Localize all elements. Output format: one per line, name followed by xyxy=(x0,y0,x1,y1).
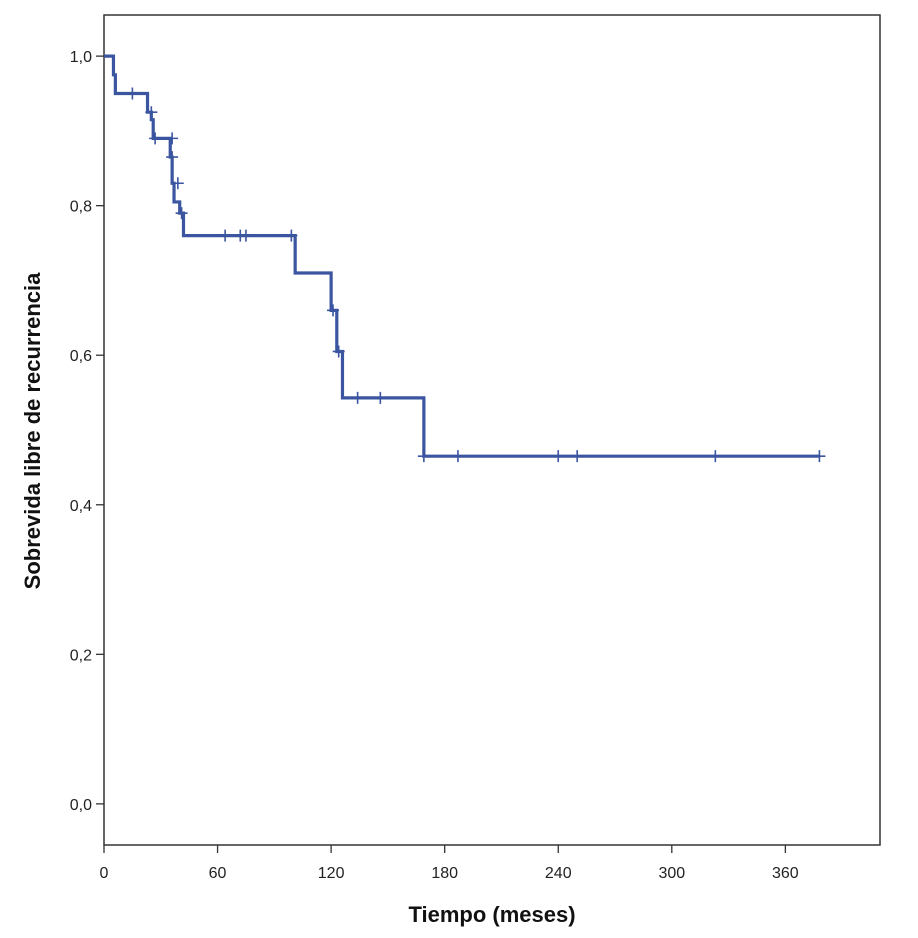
x-tick-label: 360 xyxy=(772,865,799,882)
x-tick-label: 300 xyxy=(658,865,685,882)
survival-step-line xyxy=(104,54,820,458)
censor-mark xyxy=(149,132,162,145)
x-tick-label: 60 xyxy=(209,865,227,882)
survival-series xyxy=(104,54,820,458)
censor-mark xyxy=(332,345,345,358)
censor-mark xyxy=(552,450,565,463)
censor-mark xyxy=(166,132,179,145)
y-tick-label: 1,0 xyxy=(70,49,92,66)
y-tick-label: 0,2 xyxy=(70,647,92,664)
y-tick-label: 0,0 xyxy=(70,797,92,814)
x-tick-label: 180 xyxy=(431,865,458,882)
x-axis-ticks: 0 60 120 180 240 300 360 xyxy=(100,845,799,882)
x-tick-label: 0 xyxy=(100,865,109,882)
censor-mark xyxy=(417,450,430,463)
censor-mark xyxy=(145,106,158,119)
y-tick-label: 0,8 xyxy=(70,199,92,216)
y-axis-title: Sobrevida libre de recurrencia xyxy=(20,272,45,589)
censor-mark xyxy=(374,391,387,404)
censor-mark xyxy=(571,450,584,463)
censor-mark xyxy=(813,450,826,463)
x-tick-label: 240 xyxy=(545,865,572,882)
censor-mark xyxy=(285,229,298,242)
y-axis-ticks: 0,0 0,2 0,4 0,6 0,8 1,0 xyxy=(70,49,104,814)
censor-mark xyxy=(175,207,188,220)
y-tick-label: 0,4 xyxy=(70,498,92,515)
plot-frame xyxy=(103,14,881,846)
censor-mark xyxy=(126,87,139,100)
x-axis-title: Tiempo (meses) xyxy=(408,902,575,927)
censor-mark xyxy=(171,177,184,190)
censor-mark xyxy=(327,304,340,317)
censor-marks xyxy=(126,87,826,463)
censor-mark xyxy=(239,229,252,242)
x-tick-label: 120 xyxy=(318,865,345,882)
y-tick-label: 0,6 xyxy=(70,348,92,365)
censor-mark xyxy=(709,450,722,463)
censor-mark xyxy=(451,450,464,463)
censor-mark xyxy=(351,391,364,404)
censor-mark xyxy=(166,151,179,164)
censor-mark xyxy=(219,229,232,242)
